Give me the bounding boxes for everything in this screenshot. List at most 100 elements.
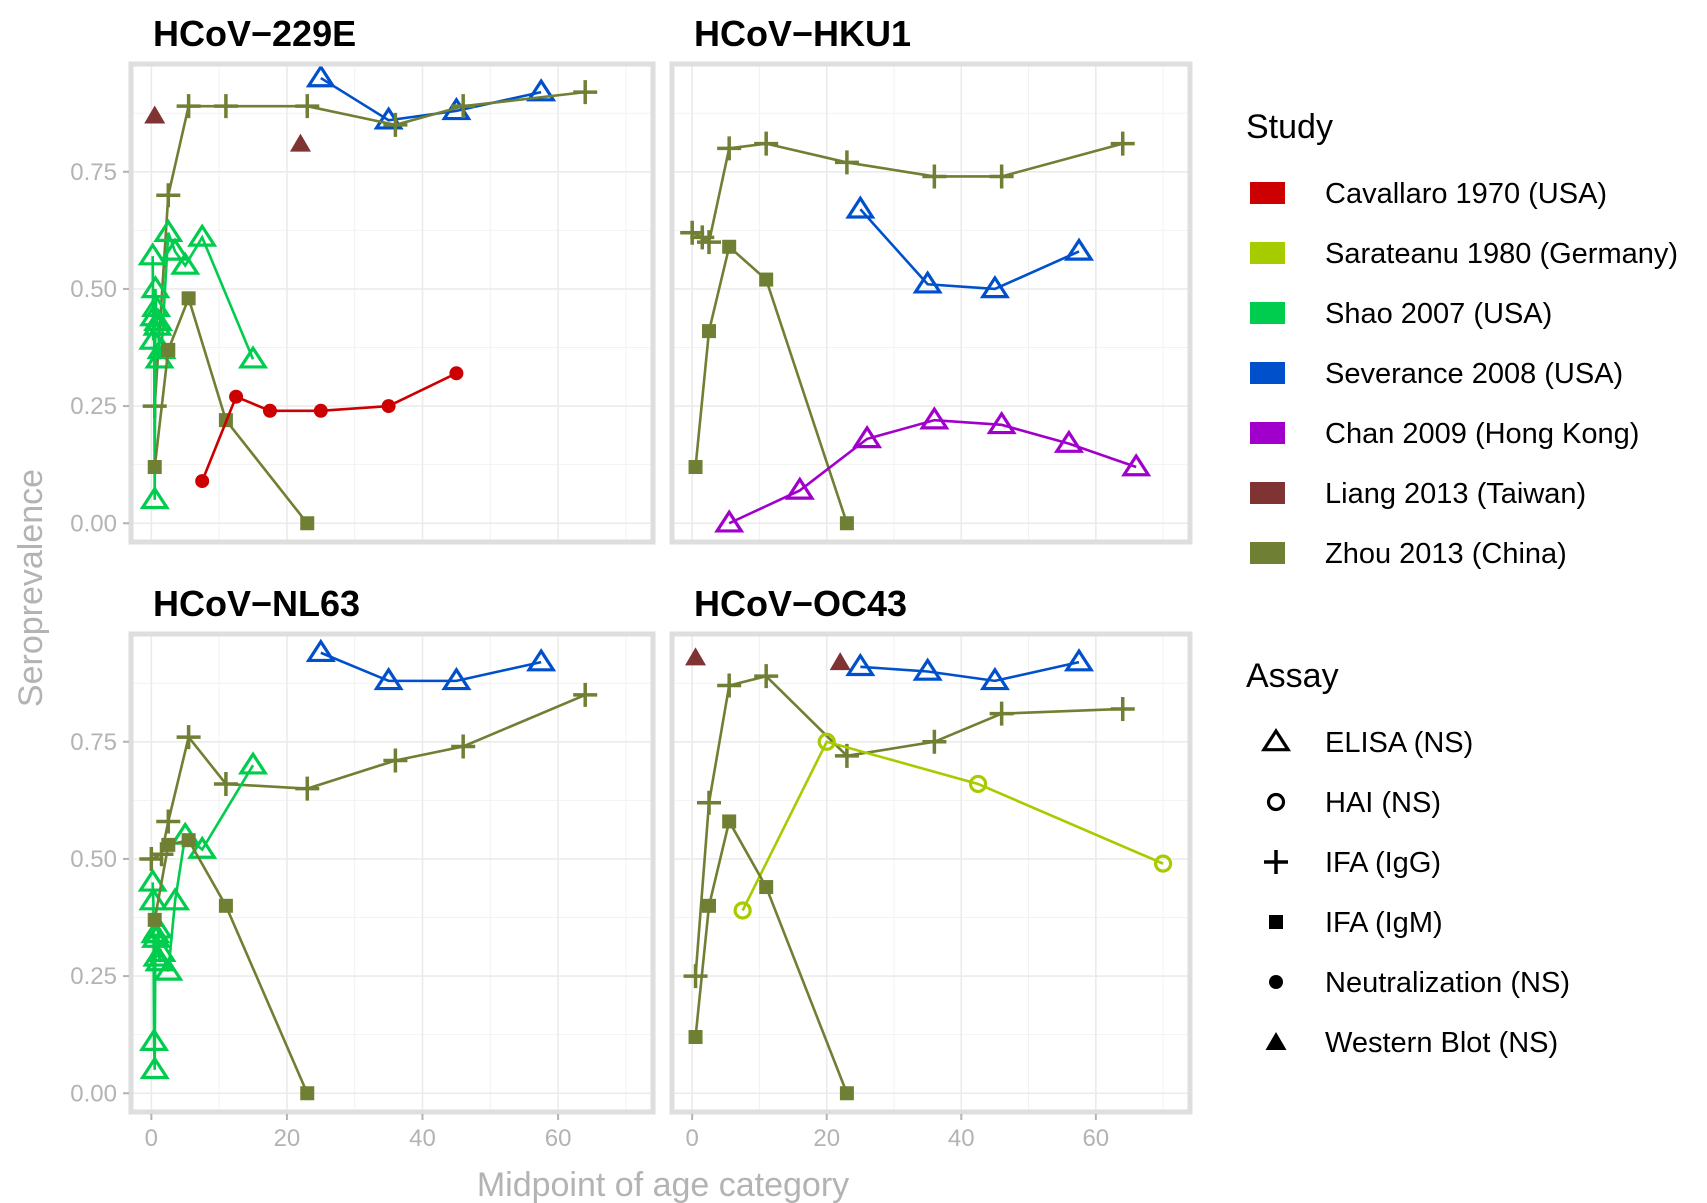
y-tick-label: 0.00 (70, 1080, 117, 1107)
legend-key (1260, 728, 1292, 752)
series-line (153, 90, 586, 407)
series-line (859, 208, 1080, 291)
data-point (688, 460, 703, 475)
data-point (451, 94, 476, 119)
data-point (147, 460, 162, 475)
data-point (526, 78, 557, 102)
data-point (373, 666, 404, 691)
data-point (759, 272, 774, 287)
data-point (441, 666, 472, 691)
data-point (262, 403, 277, 418)
data-point (919, 406, 950, 430)
data-point (697, 230, 721, 255)
legend-swatch (1250, 182, 1285, 204)
data-point (139, 1027, 170, 1052)
data-point (754, 131, 779, 156)
data-point (213, 94, 238, 119)
data-point (979, 666, 1010, 691)
data-point (143, 915, 174, 939)
data-point (922, 164, 947, 189)
data-point (817, 732, 836, 751)
data-point (300, 1086, 315, 1101)
data-point (142, 312, 173, 336)
panel-title: HCoV−HKU1 (694, 13, 911, 54)
data-point (229, 389, 244, 404)
legend-swatch (1250, 242, 1285, 264)
legend-label: Cavallaro 1970 (USA) (1325, 178, 1607, 210)
data-point (922, 729, 947, 754)
data-point (573, 682, 598, 707)
panel-2: HCoV−NL63 0.00 0.25 0.50 0.75 0 20 40 60 (70, 583, 656, 1152)
legend-label: ELISA (NS) (1325, 727, 1473, 759)
data-point (845, 195, 876, 219)
data-point (702, 324, 716, 339)
y-tick-label: 0.75 (70, 729, 117, 756)
data-point (143, 307, 174, 332)
study-legend: Study Cavallaro 1970 (USA) Sarateanu 1980… (1246, 108, 1678, 570)
panel-3: HCoV−OC43 0 20 40 60 (669, 583, 1193, 1152)
data-point (717, 673, 742, 698)
data-point (722, 239, 737, 254)
data-point (147, 912, 162, 927)
data-point (754, 664, 779, 689)
y-tick-label: 0.25 (70, 963, 117, 990)
study-legend-title: Study (1246, 108, 1333, 146)
data-point (968, 774, 988, 794)
data-point (383, 748, 408, 773)
data-point (161, 837, 176, 852)
data-point (138, 326, 169, 350)
data-point (195, 474, 210, 489)
data-point (187, 835, 218, 859)
data-point (295, 776, 320, 801)
series-line (320, 651, 542, 683)
legend-swatch (1250, 422, 1285, 444)
panel-0: HCoV−229E 0.00 0.25 0.50 0.75 (70, 13, 656, 545)
series (688, 814, 854, 1101)
data-point (156, 809, 181, 834)
x-tick-label: 20 (813, 1125, 840, 1152)
series (147, 833, 315, 1101)
series (137, 218, 269, 510)
data-point (137, 242, 168, 266)
data-point (1153, 854, 1173, 873)
data-point (170, 251, 201, 275)
data-point (1121, 453, 1152, 477)
data-point (683, 964, 708, 989)
data-point (139, 1055, 170, 1080)
legend-label: Zhou 2013 (China) (1325, 538, 1567, 570)
x-tick-label: 0 (145, 1125, 158, 1152)
data-point (176, 94, 201, 119)
data-point (313, 403, 328, 418)
series-line (200, 372, 457, 482)
data-point (834, 150, 859, 175)
data-point (218, 898, 233, 913)
x-tick-label: 20 (274, 1125, 301, 1152)
legend-swatch (1250, 362, 1285, 384)
legend-key (1269, 975, 1283, 989)
data-point (784, 476, 815, 500)
data-point (526, 648, 557, 672)
data-point (160, 887, 191, 911)
data-point (702, 898, 716, 913)
y-tick-label: 0.75 (70, 159, 117, 186)
legend-label: Western Blot (NS) (1325, 1027, 1558, 1059)
series (688, 239, 854, 531)
panels-layer: HCoV−229E 0.00 0.25 0.50 0.75 HCoV−HKU1 HCoV−N… (70, 13, 1193, 1152)
series-line (860, 660, 1080, 683)
legend-label: Severance 2008 (USA) (1325, 358, 1623, 390)
assay-legend-items: ELISA (NS) HAI (NS) IFA (IgG) IFA (IgM) Neut… (1260, 727, 1570, 1059)
data-point (717, 136, 742, 161)
data-point (181, 291, 196, 306)
series (733, 732, 1173, 920)
data-point (187, 223, 218, 247)
data-point (139, 485, 170, 510)
series (147, 291, 315, 531)
series-line (741, 740, 1164, 912)
assay-legend: Assay ELISA (NS) HAI (NS) IFA (IgG) IFA (Ig… (1246, 657, 1570, 1059)
data-point (237, 345, 269, 369)
legend-label: Sarateanu 1980 (Germany) (1325, 238, 1678, 270)
legend-key (1266, 792, 1286, 812)
data-point (839, 516, 854, 531)
x-tick-label: 40 (409, 1125, 436, 1152)
panel-background (131, 64, 653, 542)
